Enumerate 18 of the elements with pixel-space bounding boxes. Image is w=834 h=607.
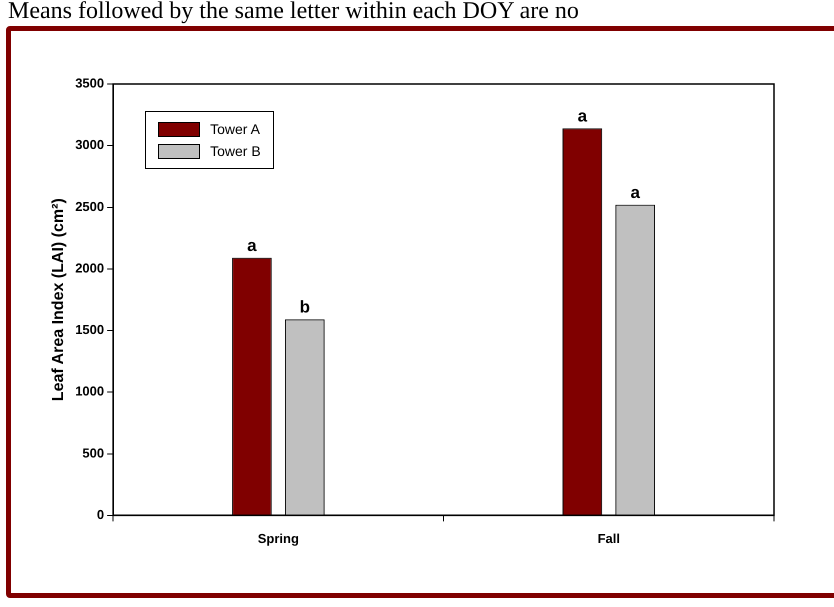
legend-label: Tower B (210, 143, 261, 159)
data-label: a (630, 182, 640, 202)
y-axis-title: Leaf Area Index (LAI) (cm²) (50, 198, 68, 402)
x-tick-label: Fall (598, 530, 620, 546)
y-tick-label: 2500 (75, 198, 104, 214)
x-tick-label: Spring (258, 530, 299, 546)
y-tick-label: 3500 (75, 76, 104, 91)
text: Means followed by the same letter within each DOY are no (8, 0, 579, 25)
y-tick-label: 0 (96, 506, 104, 522)
y-tick-label: 1000 (75, 384, 104, 399)
data-label: b (300, 298, 310, 317)
y-tick-label: 1500 (75, 322, 104, 338)
legend-label: Tower A (210, 121, 260, 137)
data-label: a (578, 106, 588, 126)
data-label: a (247, 236, 258, 255)
y-tick-label: 500 (82, 445, 104, 460)
y-tick-label: 2000 (75, 260, 104, 276)
y-tick-label: 3000 (75, 137, 104, 152)
